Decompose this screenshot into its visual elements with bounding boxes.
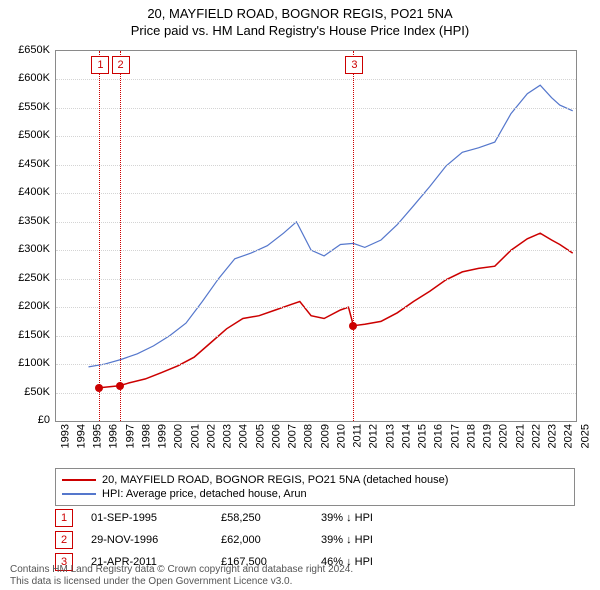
x-axis-label: 2012	[368, 424, 380, 448]
event-vertical-line	[353, 51, 354, 421]
y-axis-label: £500K	[0, 129, 50, 141]
x-axis-label: 2024	[563, 424, 575, 448]
sale-event-row: 1 01-SEP-1995 £58,250 39% ↓ HPI	[55, 508, 441, 528]
x-axis-label: 1993	[59, 424, 71, 448]
x-axis-label: 2014	[400, 424, 412, 448]
gridline	[56, 193, 576, 195]
gridline	[56, 136, 576, 138]
attribution-footer: Contains HM Land Registry data © Crown c…	[10, 564, 590, 587]
x-axis-label: 2007	[287, 424, 299, 448]
y-axis-label: £0	[0, 414, 50, 426]
y-axis-label: £300K	[0, 243, 50, 255]
gridline	[56, 279, 576, 281]
x-axis-label: 2006	[270, 424, 282, 448]
x-axis-label: 2017	[449, 424, 461, 448]
y-axis-label: £350K	[0, 215, 50, 227]
gridline	[56, 250, 576, 252]
price-chart-panel: 20, MAYFIELD ROAD, BOGNOR REGIS, PO21 5N…	[0, 0, 600, 590]
chart-plot-area: 12 3	[55, 50, 577, 422]
event-marker-box: 3	[345, 56, 363, 74]
event-pct: 39% ↓ HPI	[321, 512, 441, 524]
gridline	[56, 307, 576, 309]
event-marker-box: 2	[112, 56, 130, 74]
x-axis-label: 2010	[335, 424, 347, 448]
sale-dot	[116, 382, 124, 390]
x-axis-label: 1997	[124, 424, 136, 448]
sale-dot	[95, 384, 103, 392]
legend-row: 20, MAYFIELD ROAD, BOGNOR REGIS, PO21 5N…	[62, 473, 568, 487]
legend-row: HPI: Average price, detached house, Arun	[62, 487, 568, 501]
y-axis-label: £400K	[0, 186, 50, 198]
chart-title: 20, MAYFIELD ROAD, BOGNOR REGIS, PO21 5N…	[0, 6, 600, 40]
event-vertical-line	[120, 51, 121, 421]
y-axis-label: £100K	[0, 357, 50, 369]
x-axis-label: 1998	[140, 424, 152, 448]
x-axis-label: 2023	[547, 424, 559, 448]
x-axis-label: 2005	[254, 424, 266, 448]
event-price: £62,000	[221, 534, 321, 546]
sale-event-row: 2 29-NOV-1996 £62,000 39% ↓ HPI	[55, 530, 441, 550]
series-line	[89, 85, 573, 367]
event-marker-1: 1	[55, 509, 73, 527]
y-axis-label: £50K	[0, 386, 50, 398]
y-axis-label: £250K	[0, 272, 50, 284]
footer-line-1: Contains HM Land Registry data © Crown c…	[10, 564, 590, 576]
x-axis-label: 2000	[173, 424, 185, 448]
x-axis-label: 2020	[498, 424, 510, 448]
x-axis-label: 2018	[465, 424, 477, 448]
x-axis-label: 2001	[189, 424, 201, 448]
x-axis-label: 2022	[530, 424, 542, 448]
title-line-1: 20, MAYFIELD ROAD, BOGNOR REGIS, PO21 5N…	[0, 6, 600, 23]
x-axis-label: 2009	[319, 424, 331, 448]
x-axis-label: 2002	[205, 424, 217, 448]
gridline	[56, 165, 576, 167]
y-axis-label: £200K	[0, 300, 50, 312]
event-marker-2: 2	[55, 531, 73, 549]
y-axis-label: £450K	[0, 158, 50, 170]
event-vertical-line	[99, 51, 100, 421]
x-axis-label: 2019	[482, 424, 494, 448]
y-axis-label: £650K	[0, 44, 50, 56]
legend-swatch	[62, 479, 96, 481]
x-axis-label: 1996	[108, 424, 120, 448]
title-line-2: Price paid vs. HM Land Registry's House …	[0, 23, 600, 40]
legend-label: HPI: Average price, detached house, Arun	[102, 488, 307, 500]
y-axis-label: £600K	[0, 72, 50, 84]
gridline	[56, 393, 576, 395]
gridline	[56, 222, 576, 224]
gridline	[56, 79, 576, 81]
footer-line-2: This data is licensed under the Open Gov…	[10, 576, 590, 588]
x-axis-label: 2021	[514, 424, 526, 448]
x-axis-label: 2003	[222, 424, 234, 448]
x-axis-label: 1994	[75, 424, 87, 448]
x-axis-label: 2013	[384, 424, 396, 448]
gridline	[56, 108, 576, 110]
event-date: 01-SEP-1995	[91, 512, 221, 524]
legend: 20, MAYFIELD ROAD, BOGNOR REGIS, PO21 5N…	[55, 468, 575, 506]
event-pct: 39% ↓ HPI	[321, 534, 441, 546]
legend-label: 20, MAYFIELD ROAD, BOGNOR REGIS, PO21 5N…	[102, 474, 448, 486]
x-axis-label: 2011	[352, 424, 364, 448]
y-axis-label: £150K	[0, 329, 50, 341]
x-axis-label: 1995	[92, 424, 104, 448]
x-axis-label: 2025	[579, 424, 591, 448]
x-axis-label: 1999	[157, 424, 169, 448]
x-axis-label: 2008	[303, 424, 315, 448]
sale-dot	[349, 322, 357, 330]
event-date: 29-NOV-1996	[91, 534, 221, 546]
x-axis-label: 2004	[238, 424, 250, 448]
gridline	[56, 336, 576, 338]
event-marker-box: 1	[91, 56, 109, 74]
event-price: £58,250	[221, 512, 321, 524]
y-axis-label: £550K	[0, 101, 50, 113]
x-axis-label: 2015	[417, 424, 429, 448]
gridline	[56, 364, 576, 366]
x-axis-label: 2016	[433, 424, 445, 448]
legend-swatch	[62, 493, 96, 495]
